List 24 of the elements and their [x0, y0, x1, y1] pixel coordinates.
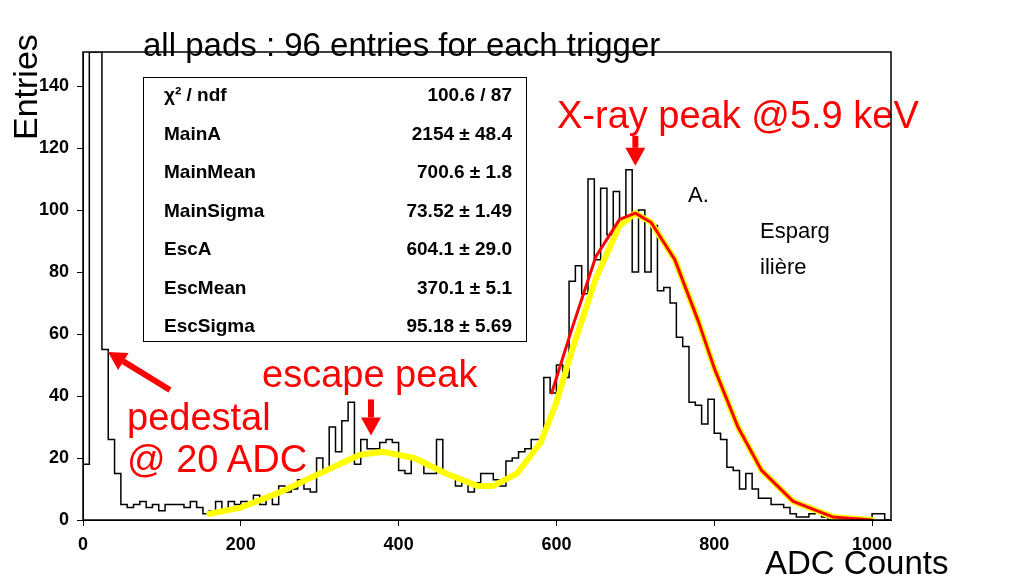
y-tick-label: 60 — [48, 323, 69, 344]
text: EscMean 370.1 ± 5.1 — [164, 276, 512, 298]
x-tick-label: 200 — [225, 533, 256, 554]
text: MainMean 700.6 ± 1.8 — [164, 161, 512, 182]
text: χ² / ndf 100.6 / 87 — [164, 84, 512, 105]
y-tick-label: 100 — [38, 199, 69, 220]
y-tick-label: 0 — [58, 508, 69, 529]
y-tick-label: 40 — [48, 385, 69, 405]
text: EscSigma 95.18 ± 5.69 — [164, 315, 512, 336]
annotation: Esparg ilière — [760, 218, 830, 279]
x-tick-label: 800 — [699, 533, 730, 554]
x-tick-label: 600 — [541, 533, 572, 554]
x-tick-label: 0 — [77, 533, 89, 554]
x-tick-label: 400 — [383, 533, 414, 554]
y-tick-label: 120 — [38, 137, 69, 158]
annotation: escape peak — [262, 353, 478, 395]
annotation: A. — [688, 182, 709, 207]
y-tick-label: 80 — [48, 261, 69, 282]
text: MainSigma 73.52 ± 1.49 — [164, 199, 512, 221]
y-tick-label: 20 — [48, 446, 69, 467]
text: MainA 2154 ± 48.4 — [164, 122, 512, 144]
annotation: pedestal — [127, 396, 271, 438]
text: EscA 604.1 ± 29.0 — [164, 238, 512, 259]
annotation: @ 20 ADC — [127, 438, 308, 480]
